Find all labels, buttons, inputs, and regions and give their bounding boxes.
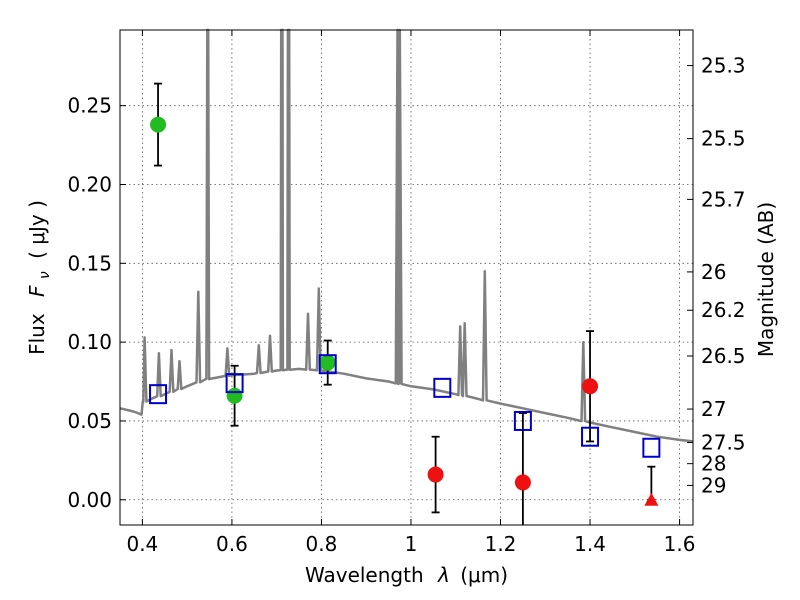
data-point xyxy=(319,354,336,371)
x-tick-label: 0.8 xyxy=(306,532,338,556)
model-spectrum-line xyxy=(119,28,694,443)
x-axis-label-symbol: λ xyxy=(437,563,450,587)
model-photometry-point xyxy=(581,426,600,447)
y-tick-label: 0.00 xyxy=(67,488,112,512)
y2-axis-label: Magnitude (AB) xyxy=(754,202,778,357)
y2-tick-label: 26.2 xyxy=(701,298,746,322)
axis-ticks: 0.4 0.6 0.8 1 1.2 1.4 1.6 0.00 0.05 0.10 0.15 0.20 0… xyxy=(67,30,746,556)
y2-tick-label: 27.5 xyxy=(701,431,746,455)
upper-limit-marker xyxy=(644,492,659,506)
y-tick-label: 0.15 xyxy=(67,251,112,275)
data-point xyxy=(582,378,599,395)
x-tick-label: 1.4 xyxy=(574,532,606,556)
y-axis-label-symbol: F xyxy=(25,285,49,297)
data-point xyxy=(150,116,167,133)
data-point xyxy=(514,474,531,491)
y-tick-label: 0.20 xyxy=(67,172,112,196)
model-photometry-point xyxy=(225,373,244,394)
y-axis-label-unit: ( μJy ) xyxy=(25,200,49,259)
y2-tick-label: 29 xyxy=(701,473,726,497)
x-tick-label: 1.6 xyxy=(664,532,696,556)
y2-tick-label: 25.3 xyxy=(701,54,746,78)
y2-tick-label: 27 xyxy=(701,397,726,421)
model-photometry-point xyxy=(642,437,661,458)
x-tick-label: 1 xyxy=(405,532,418,556)
model-photometry-point xyxy=(149,384,168,405)
x-axis-label: Wavelength λ (μm) xyxy=(305,563,508,587)
x-axis-label-unit: (μm) xyxy=(460,563,508,587)
x-tick-label: 1.2 xyxy=(485,532,517,556)
data-marks xyxy=(149,82,661,525)
model-photometry-point xyxy=(318,354,337,375)
y-tick-label: 0.10 xyxy=(67,330,112,354)
y-axis-label: Flux F ν ( μJy ) xyxy=(25,200,54,355)
y2-tick-label: 25.7 xyxy=(701,187,746,211)
y-axis-label-text: Flux xyxy=(25,313,49,355)
y2-tick-label: 25.5 xyxy=(701,127,746,151)
model-photometry-point xyxy=(433,377,452,398)
x-tick-label: 0.6 xyxy=(216,532,248,556)
data-point xyxy=(427,466,444,483)
y-axis-label-subscript: ν xyxy=(37,271,53,279)
x-axis-label-text: Wavelength xyxy=(305,563,424,587)
y-tick-label: 0.25 xyxy=(67,94,112,118)
y2-tick-label: 26.5 xyxy=(701,344,746,368)
data-point xyxy=(226,387,243,404)
model-spectrum xyxy=(119,28,694,443)
x-tick-label: 0.4 xyxy=(126,532,158,556)
y-tick-label: 0.05 xyxy=(67,409,112,433)
y2-tick-label: 26 xyxy=(701,260,726,284)
y2-tick-label: 28 xyxy=(701,452,726,476)
grid-lines xyxy=(120,30,693,525)
plot-frame xyxy=(119,29,694,526)
model-photometry-point xyxy=(513,410,532,431)
